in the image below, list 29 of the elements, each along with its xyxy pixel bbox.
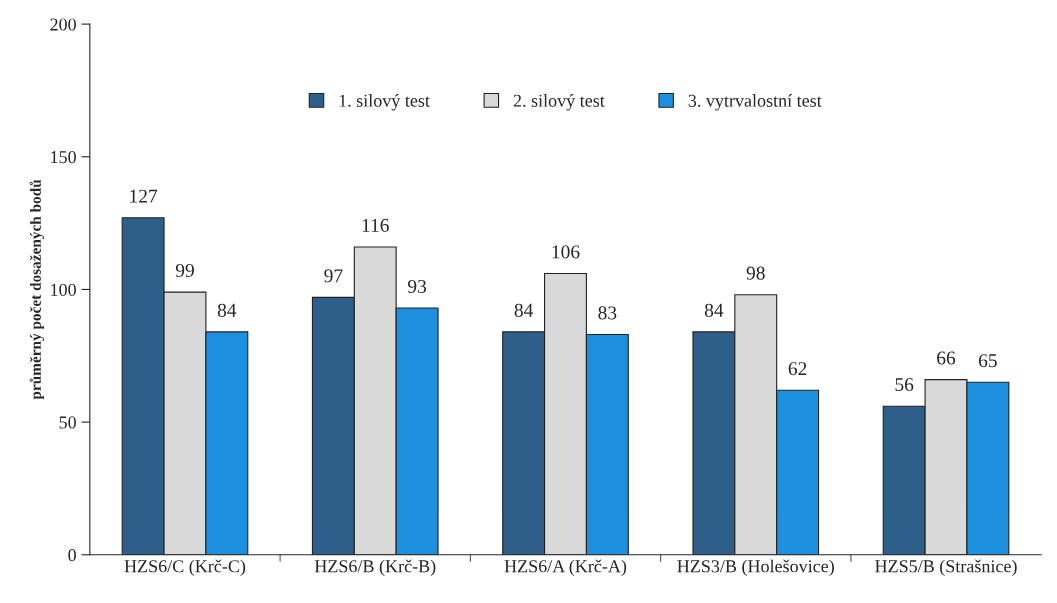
data-label: 97 — [324, 269, 343, 283]
legend-label: 2. silový test — [513, 94, 605, 111]
x-tick-label: HZS5/B (Strašnice) — [875, 559, 1017, 577]
data-label: 56 — [895, 378, 914, 392]
y-tick-label: 0 — [68, 549, 76, 562]
y-tick-label: 50 — [59, 416, 76, 429]
data-label: 84 — [217, 303, 237, 317]
y-tick-label: 100 — [51, 283, 76, 296]
data-label: 84 — [704, 303, 724, 317]
x-tick-label: HZS6/C (Krč-C) — [124, 559, 246, 577]
data-label: 106 — [552, 245, 580, 259]
data-label: 116 — [362, 218, 389, 232]
data-label: 66 — [937, 351, 956, 365]
y-tick-label: 200 — [50, 18, 76, 31]
x-tick-label: HZS6/A (Krč-A) — [504, 559, 627, 577]
data-label: 99 — [175, 263, 194, 278]
y-tick-label: 150 — [51, 151, 76, 164]
data-label: 127 — [130, 189, 158, 203]
legend-label: 3. vytrvalostní test — [688, 94, 822, 111]
x-tick-label: HZS6/B (Krč-B) — [314, 559, 436, 577]
x-tick-label: HZS3/B (Holešovice) — [677, 559, 834, 577]
data-label: 62 — [788, 362, 807, 376]
data-label: 98 — [746, 266, 765, 280]
data-label: 65 — [978, 354, 997, 368]
data-label: 84 — [514, 303, 534, 317]
legend-label: 1. silový test — [339, 94, 430, 111]
y-axis-title: průměrný počet dosažených bodů — [29, 179, 45, 400]
data-label: 93 — [408, 279, 427, 293]
data-label: 83 — [598, 306, 617, 320]
